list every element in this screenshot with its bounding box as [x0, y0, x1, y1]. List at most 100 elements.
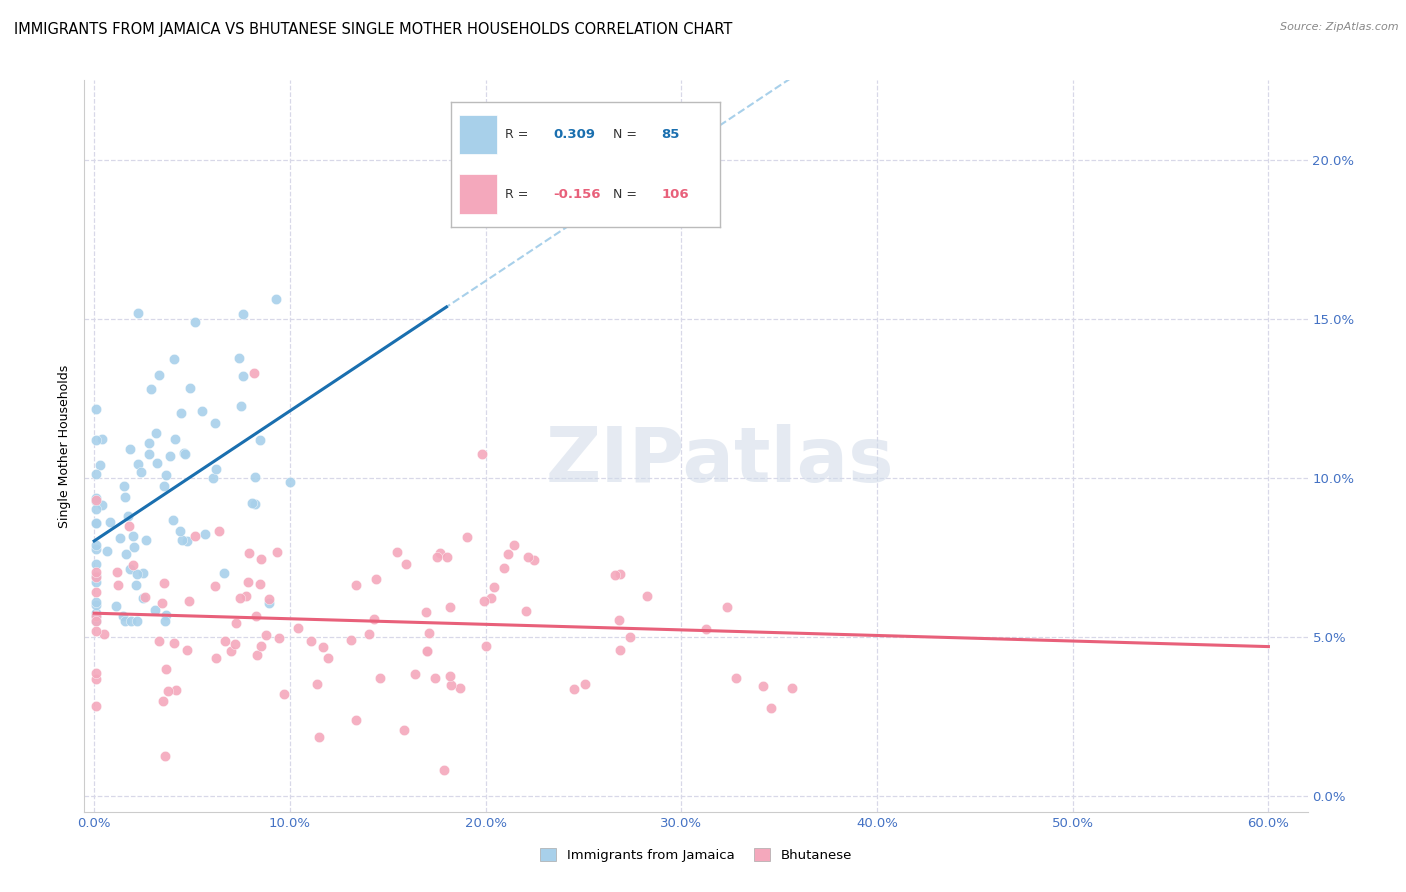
Point [229, 591, 252, 606]
Point [636, 590, 658, 604]
Point [176, 643, 198, 657]
Point [340, 633, 363, 648]
Point [84, 516, 107, 531]
Point [84, 558, 107, 572]
Point [135, 533, 157, 548]
Point [91, 498, 114, 512]
Point [111, 609, 134, 624]
Point [228, 351, 250, 366]
Point [479, 591, 502, 605]
Point [245, 609, 267, 624]
Point [184, 529, 207, 543]
Point [145, 457, 167, 471]
Point [148, 633, 170, 648]
Point [229, 399, 252, 413]
Point [132, 591, 155, 605]
Legend: Immigrants from Jamaica, Bhutanese: Immigrants from Jamaica, Bhutanese [534, 843, 858, 867]
Point [84, 614, 107, 628]
Point [208, 524, 231, 539]
Point [515, 604, 537, 618]
Point [439, 599, 461, 614]
Point [84, 598, 107, 612]
Point [456, 530, 478, 544]
Point [169, 524, 191, 539]
Point [240, 496, 263, 510]
Point [169, 406, 191, 420]
Point [165, 682, 187, 697]
Point [89, 458, 111, 472]
Y-axis label: Single Mother Households: Single Mother Households [58, 364, 72, 528]
Point [129, 465, 152, 479]
Point [179, 381, 201, 395]
Point [299, 633, 322, 648]
Point [243, 497, 266, 511]
Point [120, 442, 142, 457]
Point [152, 694, 174, 708]
Point [173, 447, 195, 461]
Point [395, 557, 418, 571]
Point [159, 449, 181, 463]
Point [245, 470, 267, 484]
Point [124, 577, 146, 591]
Point [134, 590, 156, 604]
Text: Source: ZipAtlas.com: Source: ZipAtlas.com [1281, 22, 1399, 32]
Point [287, 621, 309, 635]
Point [418, 626, 440, 640]
Point [267, 631, 290, 645]
Point [249, 434, 271, 448]
Point [153, 479, 176, 493]
Point [84, 538, 107, 552]
Point [318, 651, 340, 665]
Point [139, 382, 162, 396]
Point [273, 687, 295, 701]
Point [305, 676, 328, 690]
Point [725, 671, 748, 685]
Point [433, 764, 456, 778]
Point [98, 515, 121, 529]
Point [619, 630, 641, 644]
Point [363, 612, 385, 626]
Point [605, 567, 627, 582]
Point [503, 538, 526, 552]
Point [516, 549, 538, 564]
Point [344, 578, 367, 592]
Point [125, 614, 148, 628]
Point [138, 435, 160, 450]
Point [84, 614, 107, 628]
Point [155, 607, 177, 622]
Point [232, 368, 254, 383]
Point [238, 546, 260, 560]
Point [143, 603, 166, 617]
Point [436, 550, 458, 565]
Point [84, 698, 107, 713]
Point [138, 446, 160, 460]
Point [249, 551, 271, 566]
Point [364, 572, 387, 586]
Point [523, 553, 546, 567]
Point [90, 432, 112, 446]
Point [194, 527, 217, 541]
Point [190, 403, 212, 417]
Point [449, 681, 471, 696]
Point [84, 607, 107, 621]
Point [105, 566, 128, 580]
Point [163, 352, 186, 367]
Point [426, 550, 449, 565]
Point [482, 580, 505, 594]
Point [368, 672, 391, 686]
Point [344, 713, 367, 727]
Point [752, 679, 775, 693]
Point [84, 501, 107, 516]
Point [475, 640, 498, 654]
Point [96, 544, 118, 558]
Point [153, 748, 176, 763]
Point [93, 627, 115, 641]
Point [214, 634, 236, 648]
Point [439, 668, 461, 682]
Point [759, 701, 782, 715]
Point [163, 432, 186, 446]
Point [308, 730, 330, 744]
Point [108, 531, 131, 545]
Point [153, 614, 176, 628]
Point [84, 542, 107, 557]
